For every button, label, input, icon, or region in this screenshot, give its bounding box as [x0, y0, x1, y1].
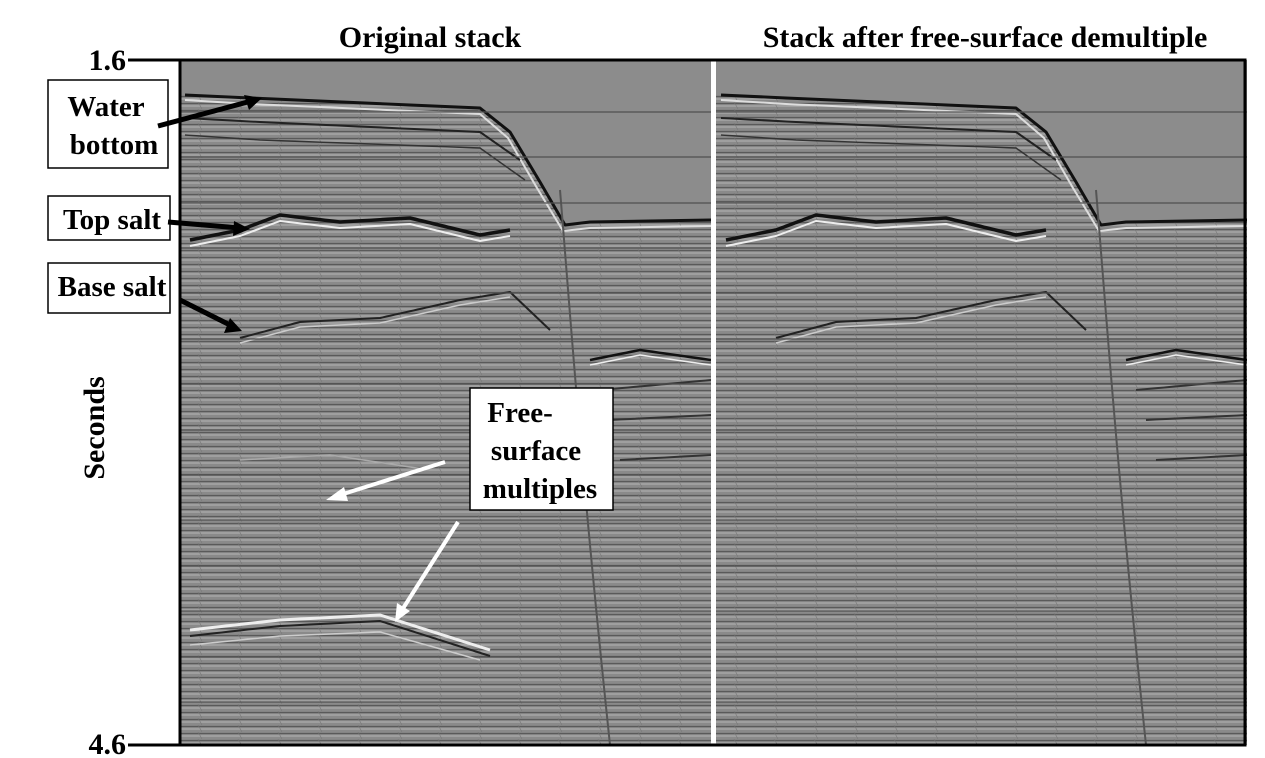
annotation-text: Top salt — [63, 204, 161, 236]
annotation-text: surface — [491, 435, 581, 467]
frame — [178, 58, 1247, 747]
multiples — [189, 454, 491, 661]
panel-title: Stack after free-surface demultiple — [763, 21, 1208, 54]
annotation: Free- surface multiples — [326, 387, 614, 622]
panel-title: Original stack — [339, 21, 522, 54]
seismic-panel-right — [716, 60, 1247, 745]
annotation-text: Free- — [487, 397, 552, 429]
annotation: Water bottom — [47, 79, 262, 169]
seismic-panel-left — [180, 60, 711, 745]
annotation-text: bottom — [70, 129, 159, 161]
annotation: Base salt — [47, 262, 242, 333]
annotation-text: Base salt — [58, 271, 167, 303]
annotation-text: Water — [67, 91, 144, 123]
annotation: Top salt — [47, 195, 250, 241]
annotation-text: multiples — [483, 473, 597, 505]
axis-label: Seconds — [78, 376, 111, 479]
tick-label: 4.6 — [89, 728, 127, 758]
tick-label: 1.6 — [89, 44, 127, 77]
